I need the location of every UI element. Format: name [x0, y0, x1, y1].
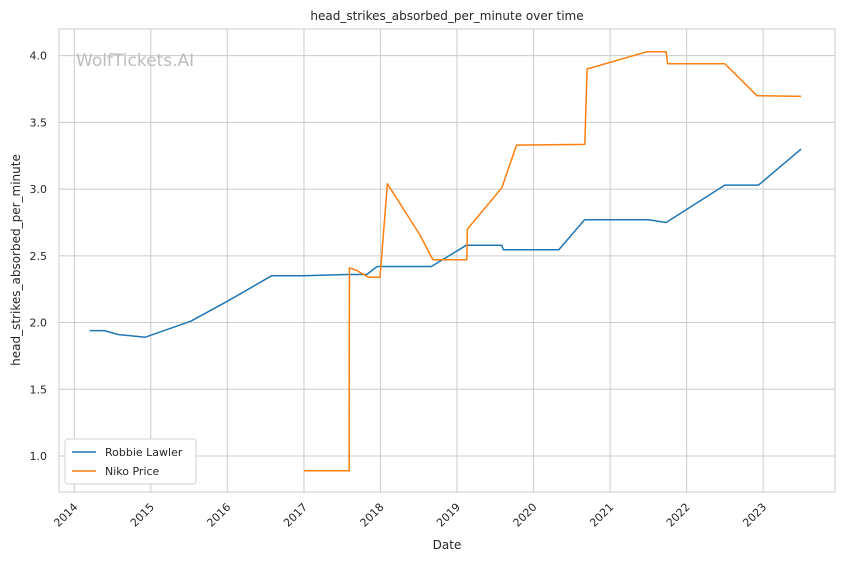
x-tick-label: 2021	[587, 501, 616, 530]
plot-frame	[58, 28, 836, 493]
chart-title: head_strikes_absorbed_per_minute over ti…	[310, 9, 583, 23]
series-line-robbie-lawler	[89, 148, 802, 338]
legend-label-niko-price: Niko Price	[105, 465, 160, 478]
x-tick-label: 2018	[358, 501, 387, 530]
y-tick-label: 3.0	[30, 183, 48, 196]
y-tick-label: 1.5	[30, 383, 48, 396]
grid-lines	[59, 29, 835, 492]
y-tick-labels: 1.0 1.5 2.0 2.5 3.0 3.5 4.0	[30, 50, 48, 463]
x-axis-label: Date	[433, 538, 462, 552]
y-tick-label: 2.5	[30, 250, 48, 263]
y-tick-label: 2.0	[30, 317, 48, 330]
series-line-niko-price	[303, 50, 802, 472]
x-tick-label: 2022	[664, 501, 693, 530]
y-tick-label: 3.5	[30, 116, 48, 129]
legend-box	[64, 438, 197, 485]
y-tick-label: 4.0	[30, 50, 48, 63]
series-layer	[89, 50, 802, 472]
x-tick-label: 2019	[434, 501, 463, 530]
x-tick-label: 2014	[51, 501, 80, 530]
legend: Robbie Lawler Niko Price	[64, 438, 197, 485]
y-tick-label: 1.0	[30, 450, 48, 463]
x-tick-label: 2020	[511, 501, 540, 530]
y-axis-label: head_strikes_absorbed_per_minute	[9, 154, 23, 366]
x-tick-label: 2016	[204, 501, 233, 530]
x-tick-label: 2015	[128, 501, 157, 530]
x-tick-labels: 2014 2015 2016 2017 2018 2019 2020 2021 2022 2023	[51, 501, 769, 530]
watermark: WolfTickets.AI	[76, 51, 194, 71]
x-tick-label: 2017	[281, 501, 310, 530]
x-tick-label: 2023	[740, 501, 769, 530]
legend-label-robbie-lawler: Robbie Lawler	[105, 446, 183, 459]
